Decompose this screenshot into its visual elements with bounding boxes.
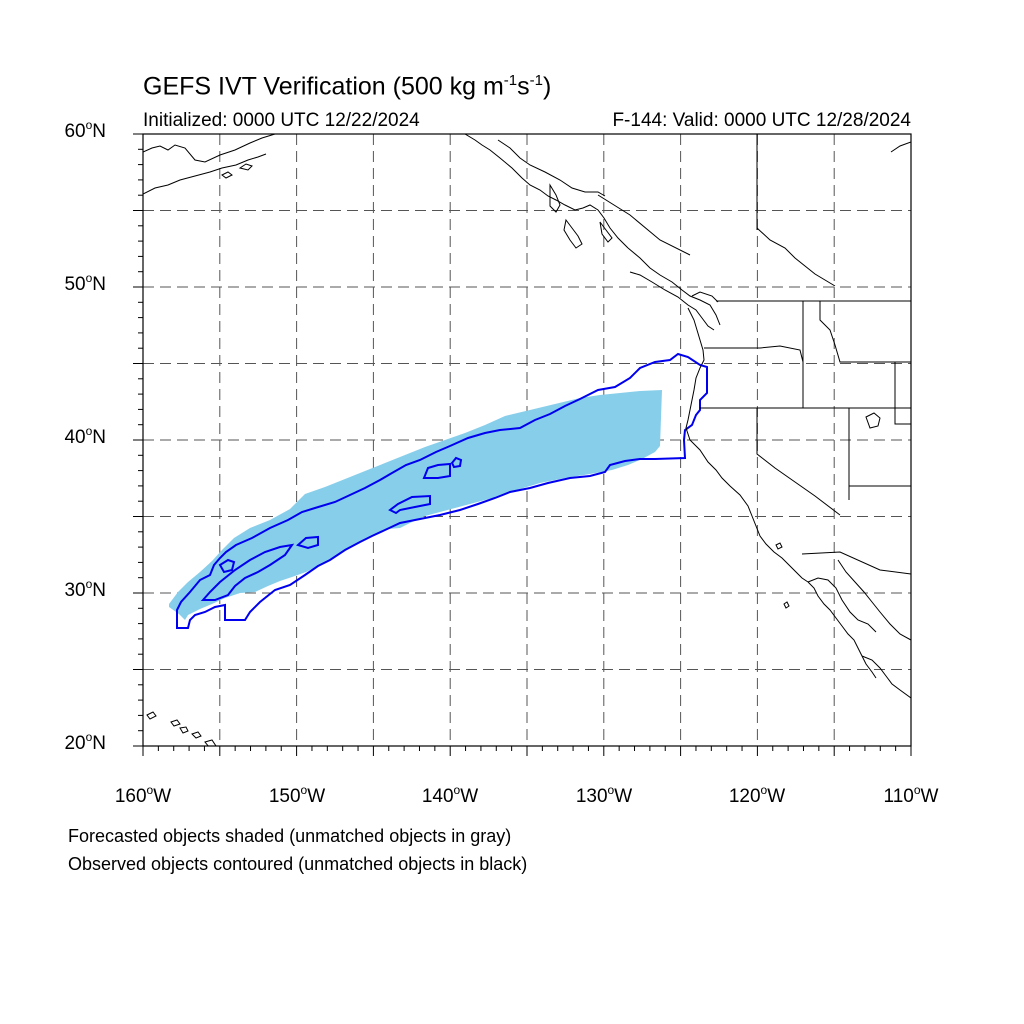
lat-label-30N: 30oN xyxy=(64,577,106,601)
map-title: GEFS IVT Verification (500 kg m-1s-1) xyxy=(143,72,552,101)
lon-label-150W: 150oW xyxy=(268,783,326,807)
political-borders xyxy=(597,134,911,575)
observed-object-contour xyxy=(176,352,708,629)
lat-label-20N: 20oN xyxy=(64,730,106,754)
lon-label-140W: 140oW xyxy=(421,783,479,807)
axis-ticks xyxy=(133,133,912,756)
initialized-label: Initialized: 0000 UTC 12/22/2024 xyxy=(143,110,420,131)
valid-time-label: F-144: Valid: 0000 UTC 12/28/2024 xyxy=(612,110,911,131)
observed-legend-note: Observed objects contoured (unmatched ob… xyxy=(68,854,528,874)
forecast-legend-note: Forecasted objects shaded (unmatched obj… xyxy=(68,826,512,846)
lat-label-50N: 50oN xyxy=(64,271,106,295)
lat-label-40N: 40oN xyxy=(64,424,106,448)
lon-label-120W: 120oW xyxy=(728,783,786,807)
lat-label-60N: 60oN xyxy=(64,118,106,142)
lon-label-130W: 130oW xyxy=(575,783,633,807)
forecast-object-shaded xyxy=(169,390,662,620)
lon-label-110W: 110oW xyxy=(883,783,939,807)
coastlines xyxy=(143,134,911,746)
lon-label-160W: 160oW xyxy=(114,783,172,807)
